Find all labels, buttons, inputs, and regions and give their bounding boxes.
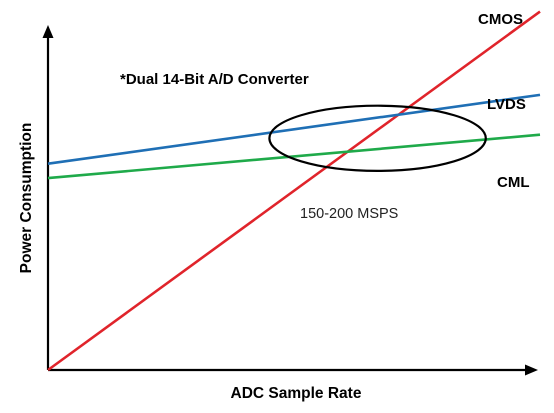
y-axis-arrow-icon (42, 25, 54, 38)
annotation-ellipse (268, 104, 487, 173)
series-label-cml: CML (497, 174, 530, 191)
annotation-label: 150-200 MSPS (300, 206, 398, 222)
series-label-lvds: LVDS (487, 96, 526, 113)
series-line-cmos (47, 10, 541, 372)
series-line-cml (47, 133, 541, 180)
x-axis-arrow-icon (525, 364, 538, 376)
series-label-cmos: CMOS (478, 11, 523, 28)
x-axis-label: ADC Sample Rate (231, 385, 362, 402)
chart-title: *Dual 14-Bit A/D Converter (120, 71, 309, 88)
y-axis-label: Power Consumption (18, 123, 35, 274)
series-line-lvds (47, 93, 541, 165)
series-group (47, 10, 541, 372)
